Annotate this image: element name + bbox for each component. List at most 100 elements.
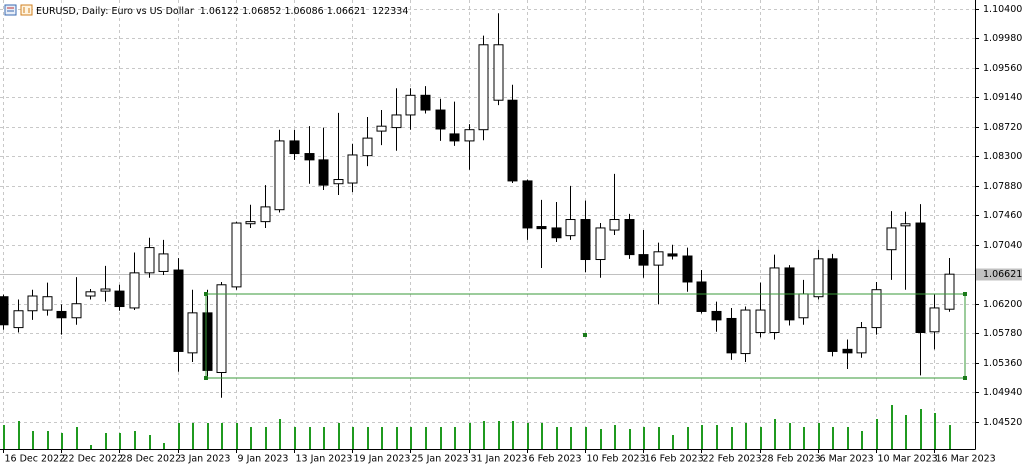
candle-body <box>682 255 693 283</box>
candle-body <box>565 219 576 237</box>
volume-bar <box>934 413 936 449</box>
anchor-point[interactable] <box>963 292 967 296</box>
volume-bar <box>512 421 514 449</box>
volume-bar <box>585 427 587 449</box>
candle-body <box>507 99 518 182</box>
volume-bar <box>803 427 805 449</box>
y-tick-label: 1.10400 <box>983 4 1022 15</box>
rectangle-object[interactable] <box>204 292 967 380</box>
y-tick-label: 1.09980 <box>983 33 1022 44</box>
volume-bar <box>774 419 776 449</box>
candle-body <box>13 310 24 329</box>
candle-body <box>653 251 664 266</box>
volume-bar <box>76 427 78 449</box>
volume-bar <box>47 431 49 449</box>
candle-body <box>114 290 125 308</box>
volume-bar <box>541 423 543 449</box>
volume-bar <box>18 421 20 449</box>
candle-body <box>624 219 635 256</box>
candle-body <box>740 309 751 355</box>
candle-body <box>667 253 678 257</box>
x-tick-label: 6 Mar 2023 <box>820 454 874 465</box>
header-close: 1.06621 <box>327 6 366 17</box>
volume-bar <box>832 427 834 449</box>
x-tick-label: 22 Feb 2023 <box>703 454 762 465</box>
candle-body <box>464 129 475 142</box>
header-icon[interactable] <box>4 4 17 16</box>
volume-bar <box>425 427 427 449</box>
volume-bar <box>309 427 311 449</box>
candle-body <box>915 222 926 334</box>
candle-body <box>85 291 96 297</box>
candle-body <box>638 254 649 266</box>
candle-body <box>798 293 809 319</box>
candle-body <box>144 247 155 274</box>
x-tick-label: 19 Jan 2023 <box>354 454 411 465</box>
candle-body <box>769 267 780 334</box>
candle-body <box>362 137 373 157</box>
candle-body <box>158 253 169 272</box>
volume-bar <box>134 431 136 449</box>
candle-body <box>289 140 300 155</box>
volume-bar <box>149 435 151 449</box>
candle-body <box>536 226 547 230</box>
candle-body <box>696 281 707 312</box>
x-tick-label: 16 Feb 2023 <box>645 454 704 465</box>
volume-bar <box>192 423 194 449</box>
volume-bar <box>556 427 558 449</box>
volume-bar <box>570 427 572 449</box>
rectangle-outline[interactable] <box>205 293 966 379</box>
candle-body <box>318 159 329 186</box>
candle-body <box>216 284 227 374</box>
anchor-point[interactable] <box>204 292 208 296</box>
x-tick-label: 16 Mar 2023 <box>936 454 996 465</box>
candle-body <box>522 180 533 229</box>
x-tick-label: 3 Jan 2023 <box>180 454 231 465</box>
y-tick-label: 1.04940 <box>983 387 1022 398</box>
volume-bar <box>876 419 878 449</box>
volume-bar <box>265 427 267 449</box>
anchor-point[interactable] <box>204 376 208 380</box>
volume-layer <box>3 405 951 449</box>
candle-body <box>27 295 38 312</box>
volume-bar <box>600 429 602 449</box>
volume-bar <box>498 421 500 449</box>
header-icon[interactable] <box>20 4 33 16</box>
anchor-point[interactable] <box>963 376 967 380</box>
volume-bar <box>119 433 121 449</box>
volume-bar <box>614 425 616 449</box>
volume-bar <box>396 427 398 449</box>
candle-body <box>231 222 242 288</box>
volume-bar <box>658 427 660 449</box>
candle-body <box>260 206 271 223</box>
candle-body <box>245 221 256 225</box>
header-high: 1.06852 <box>242 6 281 17</box>
candle-body <box>187 312 198 354</box>
candle-body <box>900 223 911 227</box>
y-tick-label: 1.08300 <box>983 151 1022 162</box>
candle-body <box>886 227 897 251</box>
candle-body <box>420 94 431 111</box>
volume-bar <box>90 445 92 449</box>
y-tick-label: 1.09140 <box>983 92 1022 103</box>
x-tick-label: 6 Feb 2023 <box>529 454 582 465</box>
volume-bar <box>440 427 442 449</box>
x-tick-label: 22 Dec 2022 <box>63 454 124 465</box>
candle-body <box>449 133 460 142</box>
volume-bar <box>250 427 252 449</box>
candle-body <box>827 258 838 352</box>
volume-bar <box>236 423 238 449</box>
x-tick-label: 10 Mar 2023 <box>878 454 938 465</box>
candle-body <box>755 309 766 334</box>
candle-body <box>871 289 882 329</box>
volume-bar <box>178 423 180 449</box>
anchor-point[interactable] <box>583 333 587 337</box>
volume-bar <box>105 433 107 449</box>
candle-body <box>435 109 446 130</box>
candle-body <box>842 348 853 354</box>
header-text: EURUSD, Daily: Euro vs US Dollar 1.06122… <box>36 6 408 17</box>
volume-bar <box>338 423 340 449</box>
volume-bar <box>32 431 34 449</box>
